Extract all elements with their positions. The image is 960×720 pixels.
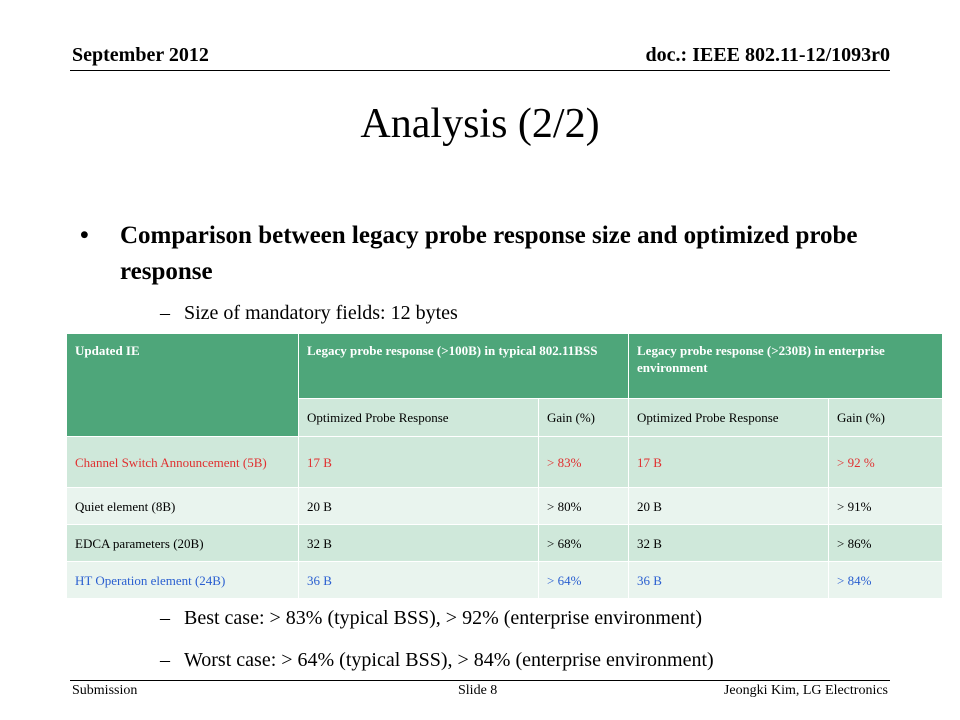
table-subheader-row: Optimized Probe Response Gain (%) Optimi… — [67, 398, 943, 437]
header-enterprise: Legacy probe response (>230B) in enterpr… — [628, 333, 943, 399]
cell-optimized-typical: 20 B — [298, 487, 539, 525]
header-doc-id: doc.: IEEE 802.11-12/1093r0 — [645, 44, 890, 66]
header-divider — [70, 70, 890, 71]
table-header-row: Updated IE Legacy probe response (>100B)… — [66, 333, 943, 437]
cell-gain-typical: > 83% — [538, 436, 629, 488]
cell-optimized-enterprise: 20 B — [628, 487, 829, 525]
header-date: September 2012 — [72, 44, 209, 66]
cell-ie: Quiet element (8B) — [66, 487, 299, 525]
footer-slide-number: Slide 8 — [458, 683, 498, 698]
table-row: EDCA parameters (20B) 32 B > 68% 32 B > … — [66, 524, 943, 562]
header-updated-ie: Updated IE — [66, 333, 299, 437]
cell-gain-enterprise: > 91% — [828, 487, 943, 525]
cell-optimized-typical: 17 B — [298, 436, 539, 488]
sub-bullet-text: Worst case: > 64% (typical BSS), > 84% (… — [184, 649, 714, 671]
cell-optimized-enterprise: 32 B — [628, 524, 829, 562]
table-row: Quiet element (8B) 20 B > 80% 20 B > 91% — [66, 487, 943, 525]
footer-divider — [70, 680, 890, 681]
cell-optimized-enterprise: 36 B — [628, 561, 829, 599]
table-row: HT Operation element (24B) 36 B > 64% 36… — [66, 561, 943, 599]
cell-ie: Channel Switch Announcement (5B) — [66, 436, 299, 488]
bullet-text: Comparison between legacy probe response… — [120, 222, 858, 285]
cell-gain-enterprise: > 86% — [828, 524, 943, 562]
cell-gain-typical: > 80% — [538, 487, 629, 525]
cell-gain-enterprise: > 92 % — [828, 436, 943, 488]
cell-optimized-typical: 36 B — [298, 561, 539, 599]
subheader-optimized-typical: Optimized Probe Response — [298, 398, 539, 437]
dash-icon: – — [160, 607, 170, 629]
header-typical-bss: Legacy probe response (>100B) in typical… — [298, 333, 629, 399]
cell-gain-enterprise: > 84% — [828, 561, 943, 599]
subheader-optimized-enterprise: Optimized Probe Response — [628, 398, 829, 437]
table-row: Channel Switch Announcement (5B) 17 B > … — [66, 436, 943, 488]
cell-gain-typical: > 64% — [538, 561, 629, 599]
cell-ie: EDCA parameters (20B) — [66, 524, 299, 562]
subheader-gain-typical: Gain (%) — [538, 398, 629, 437]
comparison-table: Updated IE Legacy probe response (>100B)… — [66, 333, 943, 599]
dash-icon: – — [160, 302, 170, 324]
cell-ie: HT Operation element (24B) — [66, 561, 299, 599]
slide-title: Analysis (2/2) — [360, 101, 600, 147]
cell-optimized-typical: 32 B — [298, 524, 539, 562]
footer-author: Jeongki Kim, LG Electronics — [723, 683, 888, 698]
cell-gain-typical: > 68% — [538, 524, 629, 562]
subheader-gain-enterprise: Gain (%) — [828, 398, 943, 437]
sub-bullet-text: Best case: > 83% (typical BSS), > 92% (e… — [184, 607, 702, 629]
footer-submission: Submission — [72, 683, 138, 698]
dash-icon: – — [160, 649, 170, 671]
cell-optimized-enterprise: 17 B — [628, 436, 829, 488]
bullet-icon: • — [80, 222, 89, 249]
sub-bullet-text: Size of mandatory fields: 12 bytes — [184, 302, 458, 324]
